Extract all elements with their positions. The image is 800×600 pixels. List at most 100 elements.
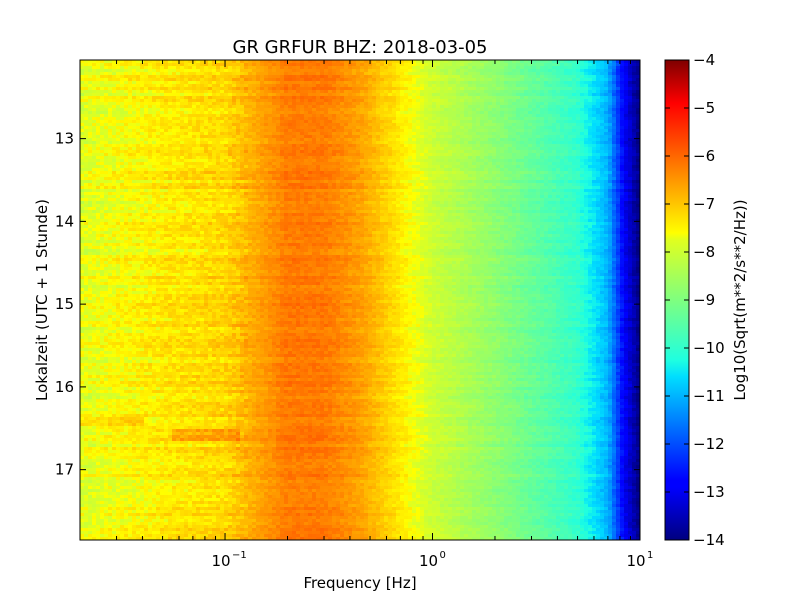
heatmap-cell bbox=[112, 135, 117, 139]
heatmap-cell bbox=[280, 108, 285, 112]
heatmap-cell bbox=[536, 105, 541, 109]
heatmap-cell bbox=[208, 66, 213, 70]
heatmap-cell bbox=[352, 69, 357, 73]
heatmap-cell bbox=[316, 111, 321, 115]
heatmap-cell bbox=[592, 75, 597, 79]
heatmap-cell bbox=[484, 69, 489, 73]
heatmap-cell bbox=[216, 60, 221, 64]
heatmap-cell bbox=[500, 129, 505, 133]
heatmap-cell bbox=[404, 60, 409, 64]
heatmap-cell bbox=[532, 78, 537, 82]
heatmap-cell bbox=[412, 120, 417, 124]
heatmap-cell bbox=[196, 96, 201, 100]
heatmap-cell bbox=[248, 105, 253, 109]
heatmap-cell bbox=[176, 138, 181, 142]
heatmap-cell bbox=[360, 123, 365, 127]
heatmap-cell bbox=[252, 99, 257, 103]
heatmap-cell bbox=[476, 87, 481, 91]
heatmap-cell bbox=[84, 60, 89, 64]
heatmap-cell bbox=[280, 120, 285, 124]
heatmap-cell bbox=[136, 93, 141, 97]
heatmap-cell bbox=[112, 81, 117, 85]
heatmap-cell bbox=[352, 87, 357, 91]
heatmap-cell bbox=[104, 138, 109, 142]
heatmap-cell bbox=[88, 129, 93, 133]
heatmap-cell bbox=[108, 138, 113, 142]
heatmap-cell bbox=[92, 123, 97, 127]
heatmap-cell bbox=[392, 105, 397, 109]
heatmap-cell bbox=[132, 69, 137, 73]
heatmap-cell bbox=[560, 84, 565, 88]
heatmap-cell bbox=[560, 96, 565, 100]
heatmap-cell bbox=[236, 93, 241, 97]
heatmap-cell bbox=[468, 123, 473, 127]
heatmap-cell bbox=[308, 126, 313, 130]
heatmap-cell bbox=[580, 126, 585, 130]
heatmap-cell bbox=[224, 63, 229, 67]
heatmap-cell bbox=[264, 93, 269, 97]
heatmap-cell bbox=[492, 117, 497, 121]
heatmap-cell bbox=[496, 99, 501, 103]
heatmap-cell bbox=[476, 126, 481, 130]
heatmap-cell bbox=[84, 135, 89, 139]
heatmap-cell bbox=[148, 96, 153, 100]
heatmap-cell bbox=[248, 63, 253, 67]
heatmap-cell bbox=[312, 120, 317, 124]
heatmap-cell bbox=[340, 63, 345, 67]
heatmap-cell bbox=[520, 93, 525, 97]
heatmap-cell bbox=[388, 117, 393, 121]
heatmap-cell bbox=[128, 123, 133, 127]
heatmap-cell bbox=[328, 99, 333, 103]
heatmap-cell bbox=[428, 102, 433, 106]
heatmap-cell bbox=[168, 129, 173, 133]
heatmap-cell bbox=[284, 120, 289, 124]
heatmap-cell bbox=[620, 78, 625, 82]
heatmap-cell bbox=[544, 108, 549, 112]
heatmap-cell bbox=[560, 102, 565, 106]
heatmap-cell bbox=[604, 129, 609, 133]
heatmap-cell bbox=[140, 135, 145, 139]
heatmap-cell bbox=[436, 99, 441, 103]
heatmap-cell bbox=[192, 96, 197, 100]
heatmap-cell bbox=[480, 69, 485, 73]
heatmap-cell bbox=[492, 105, 497, 109]
heatmap-cell bbox=[492, 66, 497, 70]
heatmap-cell bbox=[148, 117, 153, 121]
heatmap-cell bbox=[332, 120, 337, 124]
heatmap-cell bbox=[496, 123, 501, 127]
heatmap-cell bbox=[348, 78, 353, 82]
heatmap-cell bbox=[172, 120, 177, 124]
heatmap-cell bbox=[456, 84, 461, 88]
heatmap-cell bbox=[124, 123, 129, 127]
heatmap-cell bbox=[324, 117, 329, 121]
heatmap-cell bbox=[368, 69, 373, 73]
heatmap-cell bbox=[392, 81, 397, 85]
heatmap-cell bbox=[552, 93, 557, 97]
heatmap-cell bbox=[80, 81, 85, 85]
heatmap-cell bbox=[452, 123, 457, 127]
heatmap-cell bbox=[360, 120, 365, 124]
heatmap-cell bbox=[408, 129, 413, 133]
heatmap-cell bbox=[188, 87, 193, 91]
heatmap-cell bbox=[172, 126, 177, 130]
heatmap-cell bbox=[88, 123, 93, 127]
heatmap-cell bbox=[544, 69, 549, 73]
heatmap-cell bbox=[468, 96, 473, 100]
heatmap-cell bbox=[148, 60, 153, 64]
heatmap-cell bbox=[452, 66, 457, 70]
heatmap-cell bbox=[364, 114, 369, 118]
heatmap-cell bbox=[464, 63, 469, 67]
heatmap-cell bbox=[576, 93, 581, 97]
heatmap-cell bbox=[108, 135, 113, 139]
heatmap-cell bbox=[304, 99, 309, 103]
heatmap-cell bbox=[576, 63, 581, 67]
heatmap-cell bbox=[92, 75, 97, 79]
heatmap-cell bbox=[320, 96, 325, 100]
heatmap-cell bbox=[140, 126, 145, 130]
heatmap-cell bbox=[384, 114, 389, 118]
heatmap-cell bbox=[260, 111, 265, 115]
heatmap-cell bbox=[584, 126, 589, 130]
heatmap-cell bbox=[524, 129, 529, 133]
heatmap-cell bbox=[392, 99, 397, 103]
heatmap-cell bbox=[584, 69, 589, 73]
